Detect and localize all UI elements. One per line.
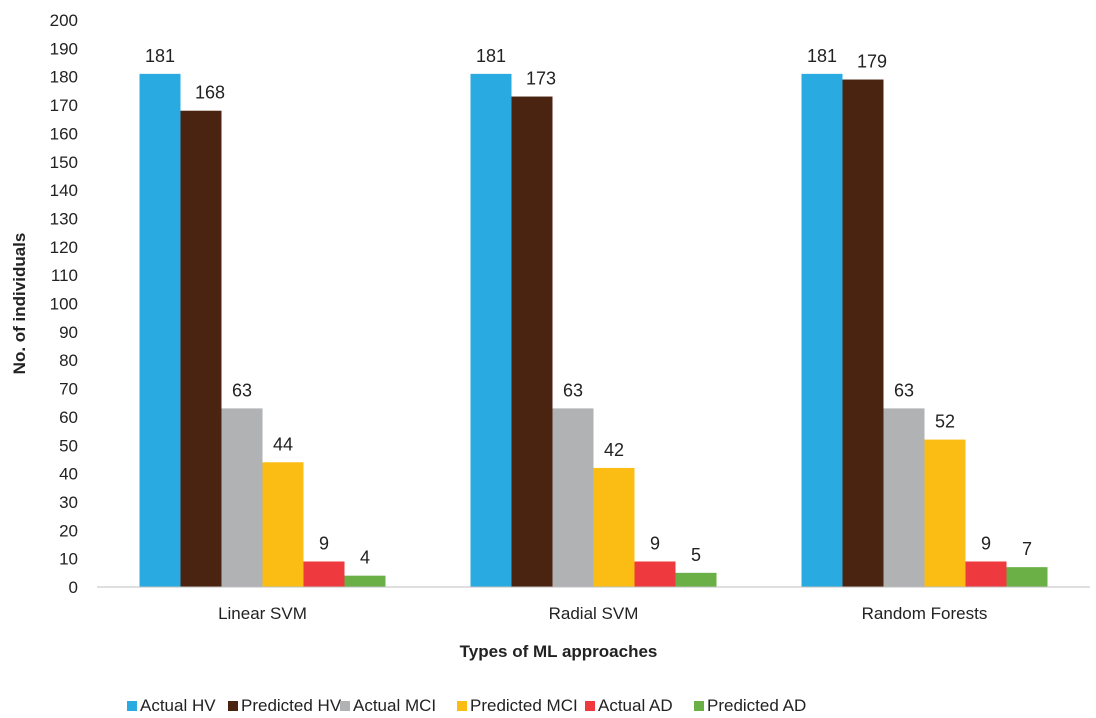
data-label: 168	[195, 83, 225, 103]
legend-label: Predicted AD	[707, 696, 806, 715]
bar	[139, 73, 181, 588]
data-label: 63	[894, 380, 914, 400]
x-tick-label: Radial SVM	[549, 604, 639, 623]
x-axis-categories: Linear SVM Radial SVM Random Forests	[218, 604, 987, 623]
legend-label: Predicted HV	[241, 696, 342, 715]
legend-swatch	[585, 701, 595, 711]
bar	[801, 73, 843, 588]
bar	[470, 73, 512, 588]
data-label: 42	[604, 440, 624, 460]
data-label: 179	[857, 52, 887, 72]
y-tick-label: 110	[51, 266, 78, 285]
bar	[303, 561, 345, 587]
y-tick-label: 160	[50, 124, 78, 143]
data-label: 44	[273, 434, 293, 454]
bar	[344, 575, 386, 587]
bar	[675, 572, 717, 587]
x-axis-title: Types of ML approaches	[460, 642, 658, 661]
y-tick-label: 90	[59, 323, 78, 342]
y-axis-title: No. of individuals	[10, 233, 29, 375]
data-label: 9	[650, 533, 660, 553]
data-label: 52	[935, 412, 955, 432]
y-tick-label: 130	[50, 209, 78, 228]
bar	[924, 439, 966, 587]
bar	[180, 110, 222, 587]
y-tick-label: 60	[59, 408, 78, 427]
y-tick-label: 50	[59, 436, 78, 455]
bar	[511, 96, 553, 588]
y-tick-label: 40	[59, 465, 78, 484]
y-tick-label: 30	[59, 493, 78, 512]
y-tick-label: 100	[50, 295, 78, 314]
legend-swatch	[694, 701, 704, 711]
legend-swatch	[457, 701, 467, 711]
legend-swatch	[340, 701, 350, 711]
data-label: 181	[476, 46, 506, 66]
bar	[221, 408, 263, 587]
data-label: 9	[981, 533, 991, 553]
y-tick-label: 120	[50, 238, 78, 257]
data-label: 181	[807, 46, 837, 66]
legend-swatch	[228, 701, 238, 711]
y-tick-label: 180	[50, 68, 78, 87]
bar	[593, 467, 635, 587]
legend-label: Predicted MCI	[470, 696, 578, 715]
x-tick-label: Random Forests	[862, 604, 988, 623]
bar	[965, 561, 1007, 587]
bar	[262, 462, 304, 587]
bar	[883, 408, 925, 587]
data-label: 5	[691, 545, 701, 565]
legend: Actual HV Predicted HV Actual MCI Predicted…	[127, 696, 806, 715]
data-label: 63	[563, 380, 583, 400]
legend-label: Actual AD	[598, 696, 673, 715]
y-tick-label: 140	[50, 181, 78, 200]
data-label: 63	[232, 380, 252, 400]
legend-label: Actual HV	[140, 696, 216, 715]
y-tick-label: 80	[59, 351, 78, 370]
y-axis-ticks: 0 10 20 30 40 50 60 70 80 90 100 110 120 130 140 150 160…	[50, 11, 78, 597]
y-tick-label: 190	[50, 39, 78, 58]
data-label: 173	[526, 69, 556, 89]
y-tick-label: 0	[69, 578, 78, 597]
y-tick-label: 10	[59, 550, 78, 569]
legend-label: Actual MCI	[353, 696, 436, 715]
bar	[1006, 567, 1048, 587]
x-tick-label: Linear SVM	[218, 604, 307, 623]
y-tick-label: 170	[50, 96, 78, 115]
data-label: 7	[1022, 539, 1032, 559]
bar	[552, 408, 594, 587]
bar	[634, 561, 676, 587]
bar	[842, 79, 884, 587]
data-label: 181	[145, 46, 175, 66]
bars	[139, 73, 1048, 588]
y-tick-label: 150	[50, 153, 78, 172]
y-tick-label: 20	[59, 521, 78, 540]
data-label: 4	[360, 548, 370, 568]
data-labels: 181 168 63 44 9 4 181 173 63 42 9 5 181 179 63 52 9 7	[145, 46, 1032, 568]
legend-swatch	[127, 701, 137, 711]
y-tick-label: 70	[59, 380, 78, 399]
y-tick-label: 200	[50, 11, 78, 30]
data-label: 9	[319, 533, 329, 553]
